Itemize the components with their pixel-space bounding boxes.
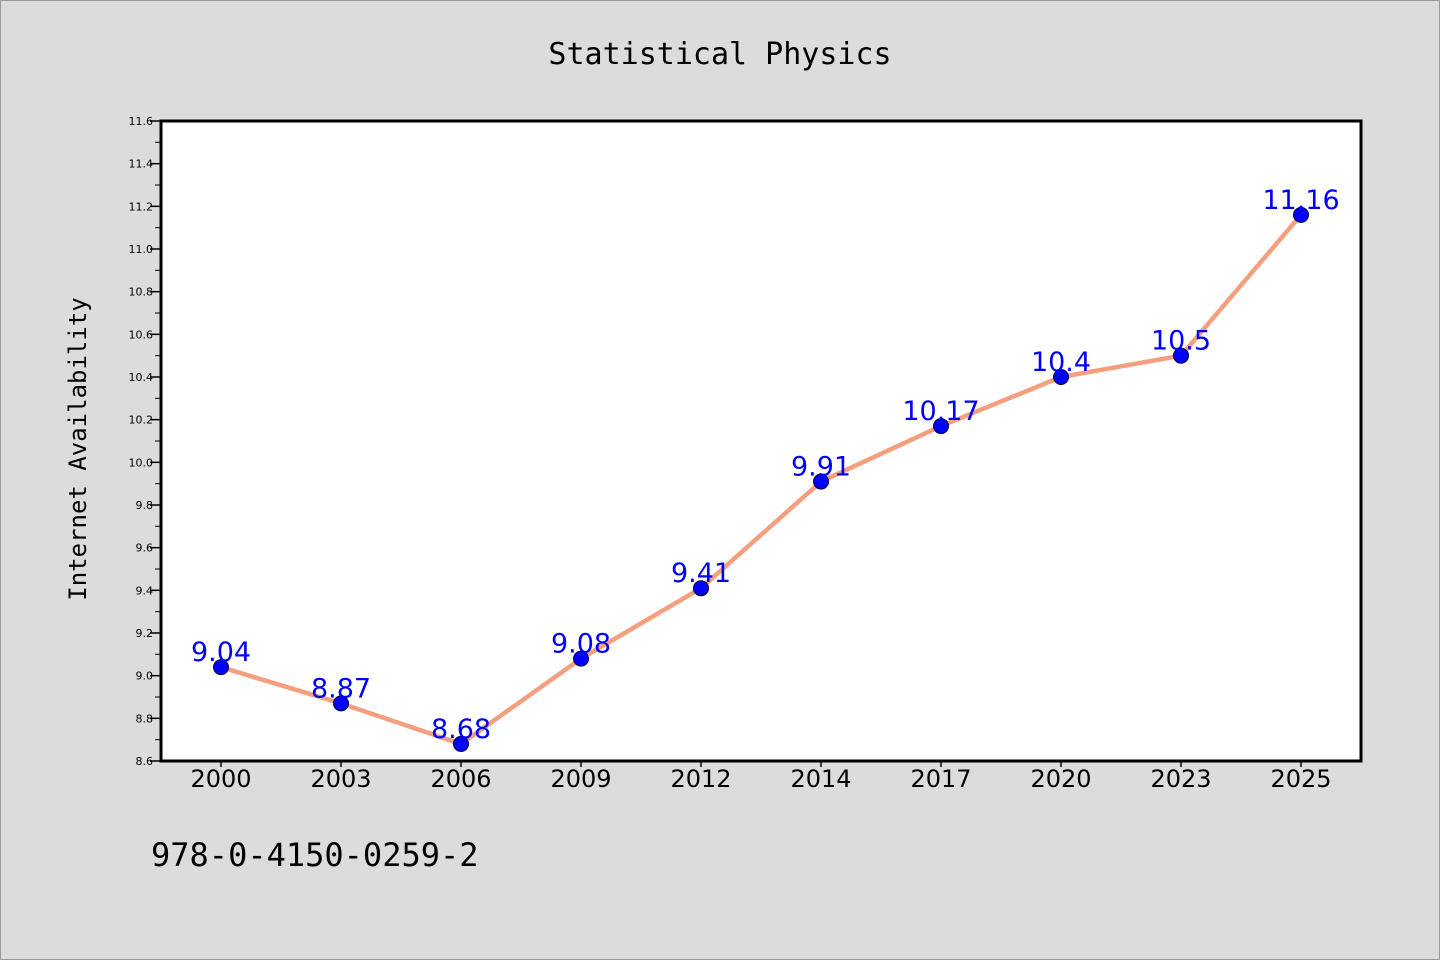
- y-tick-label: 11.6: [129, 115, 154, 128]
- data-label: 9.04: [191, 637, 251, 668]
- y-tick-label: 9.0: [136, 670, 154, 683]
- data-label: 9.91: [791, 452, 851, 483]
- data-label: 11.16: [1262, 185, 1339, 216]
- x-tick-label: 2017: [910, 765, 971, 793]
- y-axis-label: Internet Availability: [64, 297, 92, 600]
- markers-layer: [213, 206, 1309, 752]
- y-tick-label: 11.2: [129, 200, 154, 213]
- isbn-text: 978-0-4150-0259-2: [151, 836, 479, 874]
- x-tick-label: 2025: [1270, 765, 1331, 793]
- data-label: 9.41: [671, 558, 731, 589]
- y-axis: 8.6 8.8 9.0 9.2 9.4 9.6 9.8 10.0 10.2 10.4 10.6 10.…: [129, 115, 161, 768]
- y-tick-label: 10.6: [129, 328, 154, 341]
- x-tick-label: 2000: [190, 765, 251, 793]
- data-point-marker: [573, 650, 589, 667]
- x-tick-label: 2006: [430, 765, 491, 793]
- data-labels-layer: 9.04 8.87 8.68 9.08 9.41 9.91 10.17 10.4 10.5 11.…: [191, 185, 1340, 745]
- y-tick-label: 10.4: [129, 371, 154, 384]
- x-tick-label: 2014: [790, 765, 851, 793]
- x-tick-label: 2009: [550, 765, 611, 793]
- x-axis: 2000 2003 2006 2009 2012 2014 2017 2020 2023 2025: [190, 761, 1332, 793]
- y-tick-label: 11.4: [129, 158, 154, 171]
- plot-area: [159, 119, 1363, 763]
- data-point-marker: [813, 473, 829, 490]
- data-point-marker: [1053, 369, 1069, 385]
- data-point-marker: [933, 418, 949, 435]
- y-tick-label: 9.6: [136, 542, 154, 555]
- y-tick-label: 9.2: [136, 627, 154, 640]
- data-label: 8.68: [431, 714, 491, 745]
- y-tick-label: 10.2: [129, 414, 154, 427]
- series-layer: [218, 212, 1304, 747]
- x-tick-label: 2012: [670, 765, 731, 793]
- data-point-marker: [453, 735, 469, 752]
- data-label: 9.08: [551, 629, 611, 660]
- y-tick-label: 11.0: [129, 243, 154, 256]
- data-label: 10.4: [1031, 347, 1091, 378]
- chart-title: Statistical Physics: [548, 37, 891, 72]
- data-point-marker: [333, 695, 349, 712]
- data-point-marker: [1173, 347, 1189, 364]
- data-label: 10.17: [902, 396, 979, 427]
- x-tick-label: 2020: [1030, 765, 1091, 793]
- data-label: 10.5: [1151, 326, 1211, 357]
- y-tick-label: 9.4: [136, 584, 154, 597]
- data-point-marker: [693, 580, 709, 597]
- data-point-marker: [213, 659, 229, 676]
- y-tick-label: 9.8: [136, 499, 154, 512]
- data-label: 8.87: [311, 673, 371, 704]
- x-tick-label: 2023: [1150, 765, 1211, 793]
- y-tick-label: 10.0: [129, 456, 154, 469]
- y-tick-label: 8.6: [136, 755, 154, 768]
- x-tick-label: 2003: [310, 765, 371, 793]
- y-tick-label: 10.8: [129, 286, 154, 299]
- data-point-marker: [1293, 206, 1309, 223]
- series-line: [218, 212, 1304, 747]
- y-tick-label: 8.8: [136, 712, 154, 725]
